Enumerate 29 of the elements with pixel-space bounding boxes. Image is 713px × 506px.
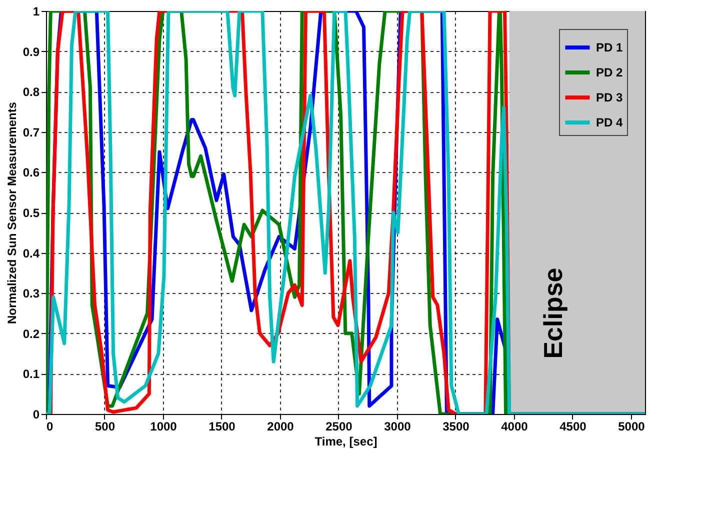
x-tick-label: 3000 <box>384 420 412 434</box>
y-tick-label: 0 <box>32 408 40 422</box>
y-tick-label: 0.8 <box>22 85 40 100</box>
y-tick-label: 0.2 <box>22 326 40 341</box>
x-tick-label: 5000 <box>618 420 646 434</box>
x-tick-label: 0 <box>46 420 54 434</box>
legend-label: PD 1 <box>596 40 624 54</box>
x-tick-label: 1500 <box>208 420 236 434</box>
band-label: Eclipse <box>538 268 568 359</box>
legend-label: PD 3 <box>596 90 624 104</box>
x-tick-label: 2000 <box>267 420 294 434</box>
x-tick-label: 1000 <box>150 420 178 434</box>
legend-label: PD 4 <box>596 116 624 130</box>
y-tick-label: 0.6 <box>22 166 40 180</box>
y-tick-label: 1 <box>32 4 40 18</box>
x-tick-label: 3500 <box>442 420 470 434</box>
y-tick-label: 0.4 <box>22 246 40 260</box>
y-tick-label: 0.3 <box>22 286 40 301</box>
x-tick-label: 4500 <box>560 420 587 434</box>
x-tick-label: 2500 <box>326 420 353 434</box>
x-tick-label: 4000 <box>501 420 528 434</box>
y-tick-label: 0.9 <box>22 44 40 59</box>
y-tick-label: 0.7 <box>22 125 40 140</box>
x-tick-label: 500 <box>94 420 116 434</box>
y-tick-label: 0.1 <box>22 367 40 382</box>
y-tick-label: 0.5 <box>22 206 40 220</box>
y-axis-title: Normalized Sun Sensor Measurements <box>4 102 19 324</box>
x-axis-title: Time, [sec] <box>314 434 378 448</box>
legend-label: PD 2 <box>596 66 624 80</box>
